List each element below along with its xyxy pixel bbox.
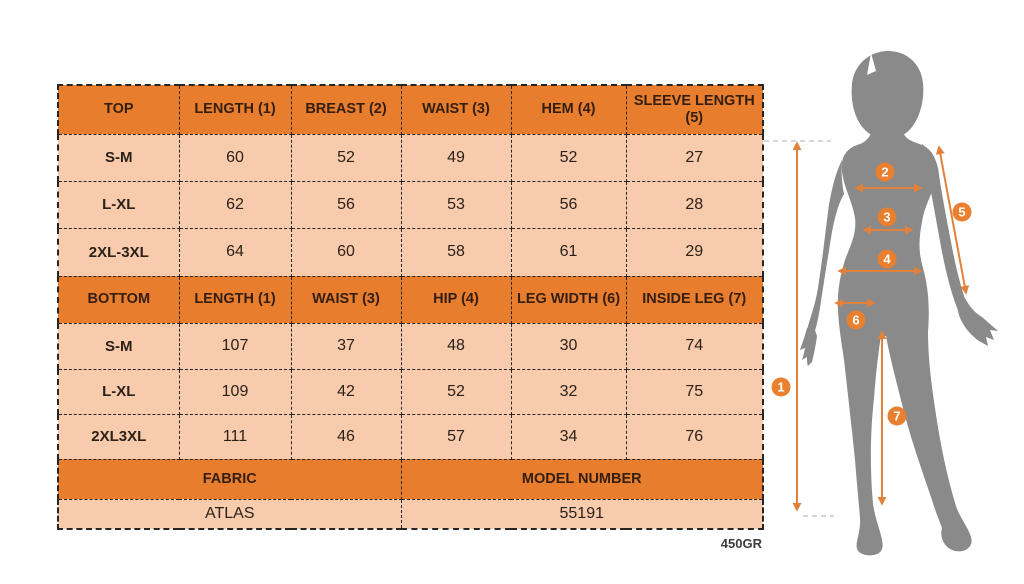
value-cell: 111	[178, 413, 292, 460]
value-cell: 37	[290, 322, 402, 370]
svg-text:3: 3	[883, 210, 890, 225]
top-header-cell: TOP	[57, 84, 180, 135]
value-cell: 61	[510, 227, 627, 277]
value-cell: 48	[400, 322, 512, 370]
value-cell: 46	[290, 413, 402, 460]
bottom-header-length: LENGTH (1)	[178, 275, 292, 324]
size-label: L-XL	[57, 180, 180, 229]
value-cell: 74	[625, 322, 764, 370]
svg-text:7: 7	[893, 409, 900, 424]
value-cell: 52	[290, 133, 402, 182]
size-label: 2XL3XL	[57, 413, 180, 460]
top-header-sleeve: SLEEVE LENGTH (5)	[625, 84, 764, 135]
size-label: S-M	[57, 133, 180, 182]
measurement-figure: 1 2 3 4 5	[760, 0, 1024, 584]
woman-silhouette-icon	[800, 51, 998, 556]
table-row: L-XL 109 42 52 32 75	[57, 368, 764, 415]
value-cell: 109	[178, 368, 292, 415]
table-row: S-M 107 37 48 30 74	[57, 322, 764, 370]
fabric-header-cell: FABRIC	[57, 458, 402, 500]
table-row: 2XL-3XL 64 60 58 61 29	[57, 227, 764, 277]
svg-text:2: 2	[881, 165, 888, 180]
table-row: S-M 60 52 49 52 27	[57, 133, 764, 182]
value-cell: 53	[400, 180, 512, 229]
weight-footnote: 450GR	[720, 536, 762, 551]
arrow-sleeve-5	[935, 145, 970, 295]
value-cell: 52	[400, 368, 512, 415]
svg-text:5: 5	[958, 205, 965, 220]
size-label: S-M	[57, 322, 180, 370]
badge-3: 3	[877, 207, 897, 227]
value-cell: 29	[625, 227, 764, 277]
value-cell: 75	[625, 368, 764, 415]
bottom-header-hip: HIP (4)	[400, 275, 512, 324]
value-cell: 60	[178, 133, 292, 182]
value-cell: 62	[178, 180, 292, 229]
value-cell: 34	[510, 413, 627, 460]
value-cell: 58	[400, 227, 512, 277]
badge-6: 6	[846, 310, 866, 330]
svg-text:4: 4	[883, 252, 891, 267]
top-header-row: TOP LENGTH (1) BREAST (2) WAIST (3) HEM …	[57, 84, 764, 135]
top-header-waist: WAIST (3)	[400, 84, 512, 135]
top-header-hem: HEM (4)	[510, 84, 627, 135]
badge-4: 4	[877, 249, 897, 269]
bottom-header-waist: WAIST (3)	[290, 275, 402, 324]
bottom-header-legwidth: LEG WIDTH (6)	[510, 275, 627, 324]
measurement-badges: 1 2 3 4 5	[771, 162, 972, 426]
value-cell: 60	[290, 227, 402, 277]
table-row: 2XL3XL 111 46 57 34 76	[57, 413, 764, 460]
badge-1: 1	[771, 377, 791, 397]
size-table: TOP LENGTH (1) BREAST (2) WAIST (3) HEM …	[57, 84, 764, 530]
value-cell: 32	[510, 368, 627, 415]
top-header-breast: BREAST (2)	[290, 84, 402, 135]
value-cell: 56	[290, 180, 402, 229]
value-cell: 30	[510, 322, 627, 370]
bottom-header-row: BOTTOM LENGTH (1) WAIST (3) HIP (4) LEG …	[57, 275, 764, 324]
value-cell: 49	[400, 133, 512, 182]
svg-text:1: 1	[777, 380, 784, 395]
value-cell: 52	[510, 133, 627, 182]
value-cell: 57	[400, 413, 512, 460]
badge-2: 2	[875, 162, 895, 182]
bottom-header-insideleg: INSIDE LEG (7)	[625, 275, 764, 324]
fabric-value-cell: ATLAS	[57, 498, 402, 530]
value-cell: 42	[290, 368, 402, 415]
bottom-header-cell: BOTTOM	[57, 275, 180, 324]
value-cell: 27	[625, 133, 764, 182]
footer-value-row: ATLAS 55191	[57, 498, 764, 530]
value-cell: 76	[625, 413, 764, 460]
value-cell: 64	[178, 227, 292, 277]
svg-text:6: 6	[852, 313, 859, 328]
badge-5: 5	[952, 202, 972, 222]
model-number-header-cell: MODEL NUMBER	[400, 458, 764, 500]
value-cell: 28	[625, 180, 764, 229]
table-row: L-XL 62 56 53 56 28	[57, 180, 764, 229]
value-cell: 56	[510, 180, 627, 229]
size-label: 2XL-3XL	[57, 227, 180, 277]
model-number-value-cell: 55191	[400, 498, 764, 530]
top-header-length: LENGTH (1)	[178, 84, 292, 135]
badge-7: 7	[887, 406, 907, 426]
footer-header-row: FABRIC MODEL NUMBER	[57, 458, 764, 500]
value-cell: 107	[178, 322, 292, 370]
size-label: L-XL	[57, 368, 180, 415]
